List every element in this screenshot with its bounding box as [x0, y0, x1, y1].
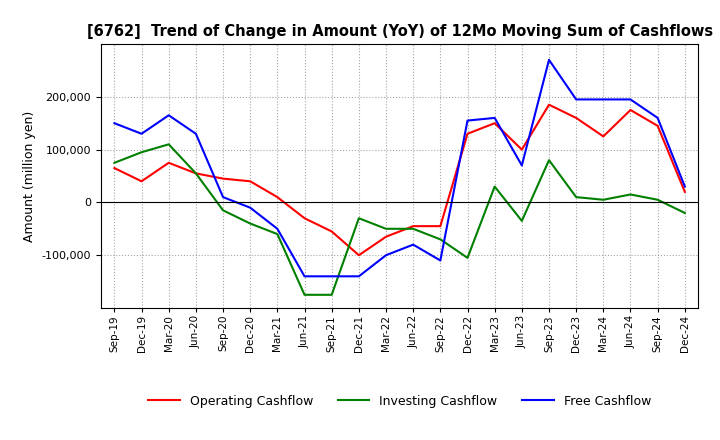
Operating Cashflow [219, 176, 228, 181]
Free Cashflow [300, 274, 309, 279]
Operating Cashflow [409, 224, 418, 229]
Title: [6762]  Trend of Change in Amount (YoY) of 12Mo Moving Sum of Cashflows: [6762] Trend of Change in Amount (YoY) o… [86, 24, 713, 39]
Investing Cashflow [354, 216, 363, 221]
Investing Cashflow [409, 226, 418, 231]
Free Cashflow [354, 274, 363, 279]
Free Cashflow [273, 226, 282, 231]
Free Cashflow [110, 121, 119, 126]
Investing Cashflow [273, 231, 282, 237]
Free Cashflow [436, 258, 445, 263]
Free Cashflow [518, 163, 526, 168]
Operating Cashflow [300, 216, 309, 221]
Free Cashflow [246, 205, 255, 210]
Free Cashflow [382, 253, 390, 258]
Y-axis label: Amount (million yen): Amount (million yen) [23, 110, 36, 242]
Investing Cashflow [246, 221, 255, 226]
Operating Cashflow [164, 160, 173, 165]
Investing Cashflow [490, 184, 499, 189]
Investing Cashflow [382, 226, 390, 231]
Investing Cashflow [626, 192, 635, 197]
Free Cashflow [164, 113, 173, 118]
Investing Cashflow [518, 218, 526, 224]
Free Cashflow [626, 97, 635, 102]
Operating Cashflow [246, 179, 255, 184]
Investing Cashflow [138, 150, 146, 155]
Operating Cashflow [545, 102, 554, 107]
Operating Cashflow [192, 171, 200, 176]
Operating Cashflow [599, 134, 608, 139]
Investing Cashflow [436, 237, 445, 242]
Operating Cashflow [110, 165, 119, 171]
Free Cashflow [328, 274, 336, 279]
Operating Cashflow [354, 253, 363, 258]
Investing Cashflow [110, 160, 119, 165]
Free Cashflow [409, 242, 418, 247]
Operating Cashflow [273, 194, 282, 200]
Line: Operating Cashflow: Operating Cashflow [114, 105, 685, 255]
Operating Cashflow [653, 123, 662, 128]
Investing Cashflow [328, 292, 336, 297]
Investing Cashflow [599, 197, 608, 202]
Line: Free Cashflow: Free Cashflow [114, 60, 685, 276]
Free Cashflow [545, 57, 554, 62]
Investing Cashflow [545, 158, 554, 163]
Free Cashflow [490, 115, 499, 121]
Investing Cashflow [192, 171, 200, 176]
Free Cashflow [653, 115, 662, 121]
Investing Cashflow [219, 208, 228, 213]
Free Cashflow [138, 131, 146, 136]
Operating Cashflow [463, 131, 472, 136]
Legend: Operating Cashflow, Investing Cashflow, Free Cashflow: Operating Cashflow, Investing Cashflow, … [143, 390, 656, 413]
Investing Cashflow [300, 292, 309, 297]
Free Cashflow [463, 118, 472, 123]
Free Cashflow [680, 184, 689, 189]
Operating Cashflow [138, 179, 146, 184]
Investing Cashflow [164, 142, 173, 147]
Investing Cashflow [463, 255, 472, 260]
Line: Investing Cashflow: Investing Cashflow [114, 144, 685, 295]
Investing Cashflow [653, 197, 662, 202]
Free Cashflow [219, 194, 228, 200]
Operating Cashflow [518, 147, 526, 152]
Free Cashflow [599, 97, 608, 102]
Investing Cashflow [680, 210, 689, 216]
Operating Cashflow [490, 121, 499, 126]
Operating Cashflow [626, 107, 635, 113]
Operating Cashflow [382, 234, 390, 239]
Free Cashflow [572, 97, 580, 102]
Free Cashflow [192, 131, 200, 136]
Operating Cashflow [328, 229, 336, 234]
Operating Cashflow [572, 115, 580, 121]
Operating Cashflow [436, 224, 445, 229]
Operating Cashflow [680, 189, 689, 194]
Investing Cashflow [572, 194, 580, 200]
